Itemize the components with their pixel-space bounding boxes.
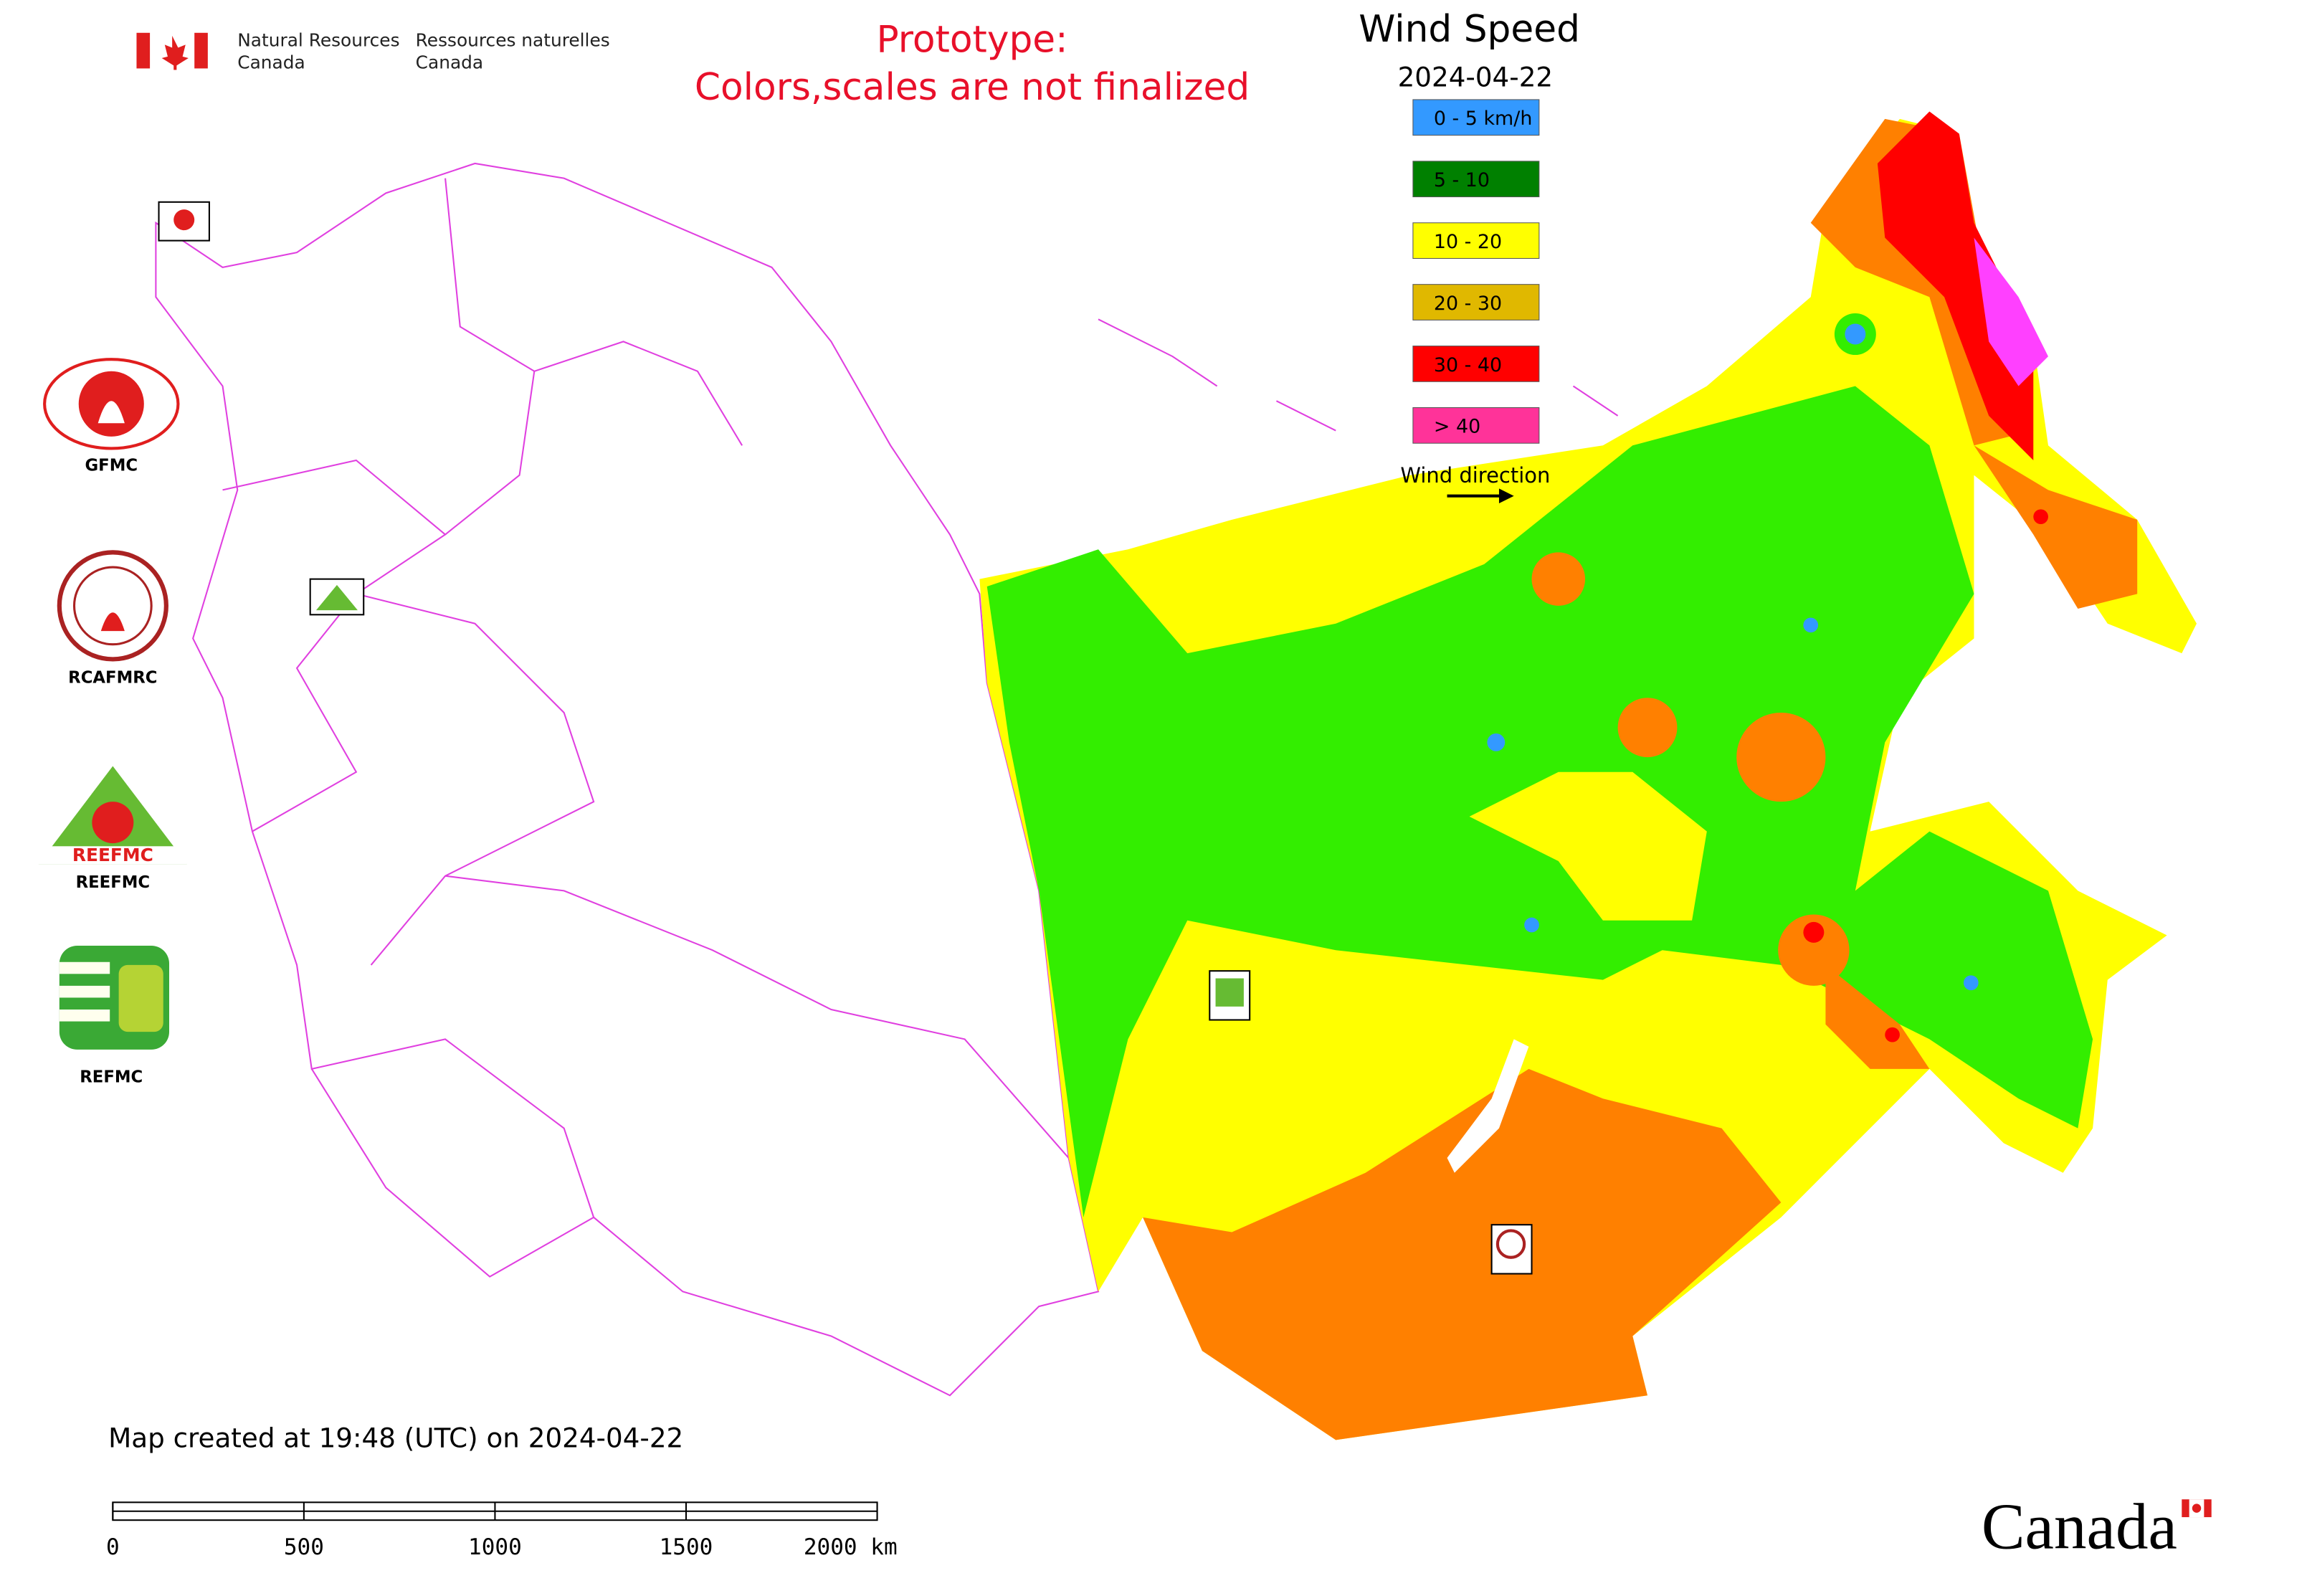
map-created: Map created at 19:48 (UTC) on 2024-04-22 [108, 1422, 683, 1454]
logo-label: GFMC [85, 457, 138, 475]
wind-direction-label: Wind direction [1400, 463, 1550, 488]
map-logo-markers [158, 201, 1533, 1275]
logo-refmc [59, 945, 170, 1050]
legend: 0 - 5 km/h 5 - 10 10 - 20 20 - 30 30 - 40 > 4… [1412, 99, 1540, 444]
legend-swatch [1412, 407, 1540, 444]
legend-label: 0 - 5 km/h [1434, 108, 1533, 130]
canada-wordmark: Canada [1982, 1491, 2212, 1563]
legend-swatch [1412, 346, 1540, 382]
legend-swatch [1412, 284, 1540, 320]
notice: Colors,scales are not finalized [695, 66, 1250, 109]
scale-label: 1500 [660, 1534, 713, 1560]
logo-label: REEFMC [76, 873, 151, 892]
scale-bar: 0 500 1000 1500 2000 km [106, 1501, 898, 1560]
logo-label: RCAFMRC [68, 669, 157, 688]
org-name: Ressources naturelles [416, 29, 610, 50]
org-name: Natural Resources [237, 29, 399, 50]
logo-wordmark: REEFMC [72, 845, 153, 865]
legend-swatch [1412, 161, 1540, 198]
legend-swatch [1412, 222, 1540, 259]
legend-label: 30 - 40 [1434, 354, 1502, 376]
scale-label: 2000 km [804, 1534, 898, 1560]
legend-title: Wind Speed [1359, 8, 1580, 51]
wind-direction-arrow [1447, 488, 1514, 504]
org-name: Canada [416, 52, 483, 72]
legend-label: > 40 [1434, 416, 1480, 438]
scale-label: 1000 [468, 1534, 522, 1560]
logo-rcafmrc [57, 550, 168, 662]
legend-date: 2024-04-22 [1398, 61, 1553, 92]
logo-reefmc: REEFMC [38, 766, 187, 865]
logo-label: REFMC [80, 1068, 143, 1086]
legend-label: 5 - 10 [1434, 169, 1490, 191]
wordmark: Canada [1982, 1491, 2177, 1563]
notice: Prototype: [876, 19, 1067, 62]
scale-label: 0 [106, 1534, 120, 1560]
nrcan-signature: Natural Resources Canada Ressources natu… [136, 29, 610, 72]
scale-label: 500 [284, 1534, 324, 1560]
legend-label: 10 - 20 [1434, 231, 1502, 253]
org-name: Canada [237, 52, 305, 72]
logo-gfmc [43, 358, 180, 450]
country-outlines [155, 162, 1619, 1397]
wind-field [979, 111, 2197, 1440]
legend-swatch [1412, 99, 1540, 136]
legend-label: 20 - 30 [1434, 293, 1502, 315]
